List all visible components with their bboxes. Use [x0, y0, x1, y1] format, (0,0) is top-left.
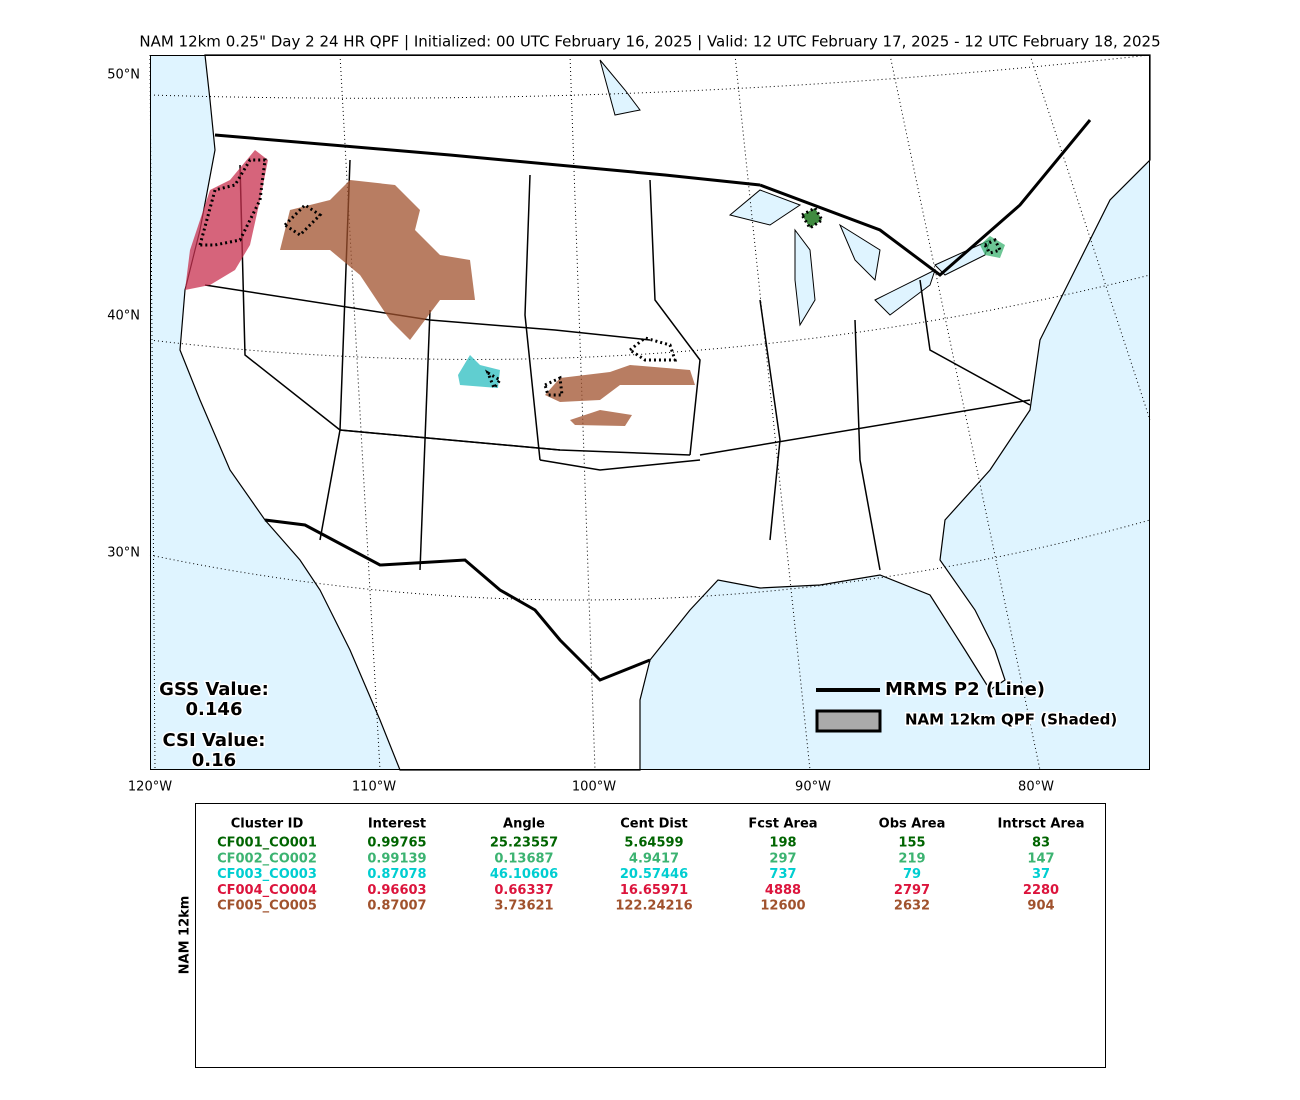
state-border — [539, 459, 701, 471]
table-cell: 2280 — [1023, 883, 1059, 898]
table-cell: 46.10606 — [490, 867, 558, 882]
legend-shaded-label: NAM 12km QPF (Shaded) — [905, 711, 1117, 729]
state-border — [204, 284, 651, 341]
table-cell: 12600 — [760, 899, 805, 914]
graticule — [149, 274, 1151, 360]
graticule — [149, 54, 1151, 99]
table-cell: 198 — [769, 836, 796, 851]
table-cell: 4.9417 — [629, 851, 679, 866]
lat-label: 50°N — [107, 68, 140, 83]
state-border — [854, 319, 881, 571]
table-cell: 2797 — [894, 883, 930, 898]
lake — [838, 223, 881, 282]
table-cell: 3.73621 — [494, 899, 553, 914]
graticule — [889, 54, 1041, 771]
table-cell: 16.65971 — [620, 883, 688, 898]
state-border — [919, 279, 1031, 406]
map: 50°N 40°N 30°N 120°W 110°W 100°W 90°W 80°W — [107, 54, 1151, 795]
lon-label: 80°W — [1018, 780, 1054, 795]
csi-value: 0.16 — [192, 750, 236, 771]
state-border — [339, 429, 561, 451]
title: NAM 12km 0.25" Day 2 24 HR QPF | Initial… — [139, 33, 1160, 51]
table-header: Angle — [503, 817, 545, 832]
table: Cluster ID Interest Angle Cent Dist Fcst Are… — [217, 817, 1084, 914]
legend-line-label: MRMS P2 (Line) — [885, 679, 1045, 700]
table-cell: 25.23557 — [490, 836, 558, 851]
table-cell: 0.66337 — [494, 883, 553, 898]
forecast-area — [980, 236, 1005, 258]
table-cell: CF004_CO004 — [217, 883, 317, 898]
table-cell: 0.87007 — [367, 899, 426, 914]
map-frame — [150, 55, 1150, 770]
lat-label: 40°N — [107, 309, 140, 324]
table-cell: 737 — [769, 867, 796, 882]
table-cell: 0.99765 — [367, 836, 426, 851]
table-cell: 4888 — [765, 883, 801, 898]
lon-label: 100°W — [572, 780, 616, 795]
graticule — [569, 54, 596, 771]
forecast-area — [280, 180, 475, 340]
table-cell: 0.99139 — [367, 851, 426, 866]
table-cell: 155 — [898, 836, 925, 851]
observed-outline — [543, 336, 678, 397]
table-cell: 122.24216 — [615, 899, 692, 914]
forecast-area — [545, 365, 695, 426]
table-cell: 0.96603 — [367, 883, 426, 898]
lon-label: 90°W — [795, 780, 831, 795]
lon-label: 120°W — [128, 780, 172, 795]
table-side-label: NAM 12km — [178, 896, 193, 975]
graticule — [149, 519, 1151, 601]
table-cell: CF002_CO002 — [217, 851, 317, 866]
table-cell: 37 — [1032, 867, 1050, 882]
land — [179, 54, 1151, 771]
table-frame — [195, 803, 1106, 1068]
table-cell: 904 — [1027, 899, 1054, 914]
forecast-area — [458, 355, 500, 388]
country-border — [759, 119, 1092, 277]
table-cell: CF005_CO005 — [217, 899, 317, 914]
csi-label: CSI Value: — [163, 730, 266, 751]
graticule — [339, 54, 381, 771]
observed-outline — [982, 237, 1003, 255]
observed-outline — [198, 158, 267, 247]
state-border — [419, 309, 431, 571]
table-cell: 0.87078 — [367, 867, 426, 882]
table-cell: 2632 — [894, 899, 930, 914]
lake — [599, 59, 641, 116]
table-header: Obs Area — [879, 817, 946, 832]
table-header: Fcst Area — [748, 817, 817, 832]
state-border — [699, 399, 1031, 456]
legend-shaded-swatch — [815, 709, 882, 733]
table-cell: 147 — [1027, 851, 1054, 866]
state-border — [759, 299, 781, 541]
table-cell: 219 — [898, 851, 925, 866]
lon-label: 110°W — [352, 780, 396, 795]
table-cell: 297 — [769, 851, 796, 866]
gss-label: GSS Value: — [159, 679, 269, 700]
country-border — [264, 518, 651, 682]
table-header: Cluster ID — [231, 817, 304, 832]
table-cell: 0.13687 — [494, 851, 553, 866]
country-border — [214, 133, 761, 187]
table-cell: 79 — [903, 867, 921, 882]
table-cell: CF003_CO003 — [217, 867, 317, 882]
graticule — [1029, 54, 1151, 421]
lake — [794, 228, 816, 327]
observed-outline — [282, 203, 323, 237]
table-cell: 20.57446 — [620, 867, 688, 882]
state-border — [524, 174, 541, 461]
table-cell: 5.64599 — [624, 836, 683, 851]
state-border — [649, 179, 701, 456]
lat-label: 30°N — [107, 546, 140, 561]
table-header: Cent Dist — [620, 817, 688, 832]
observed-outline — [484, 369, 503, 392]
table-cell: 83 — [1032, 836, 1050, 851]
gss-value: 0.146 — [186, 699, 243, 720]
table-cell: CF001_CO001 — [217, 836, 317, 851]
table-header: Intrsct Area — [998, 817, 1085, 832]
table-header: Interest — [368, 817, 426, 832]
forecast-area — [185, 150, 268, 290]
